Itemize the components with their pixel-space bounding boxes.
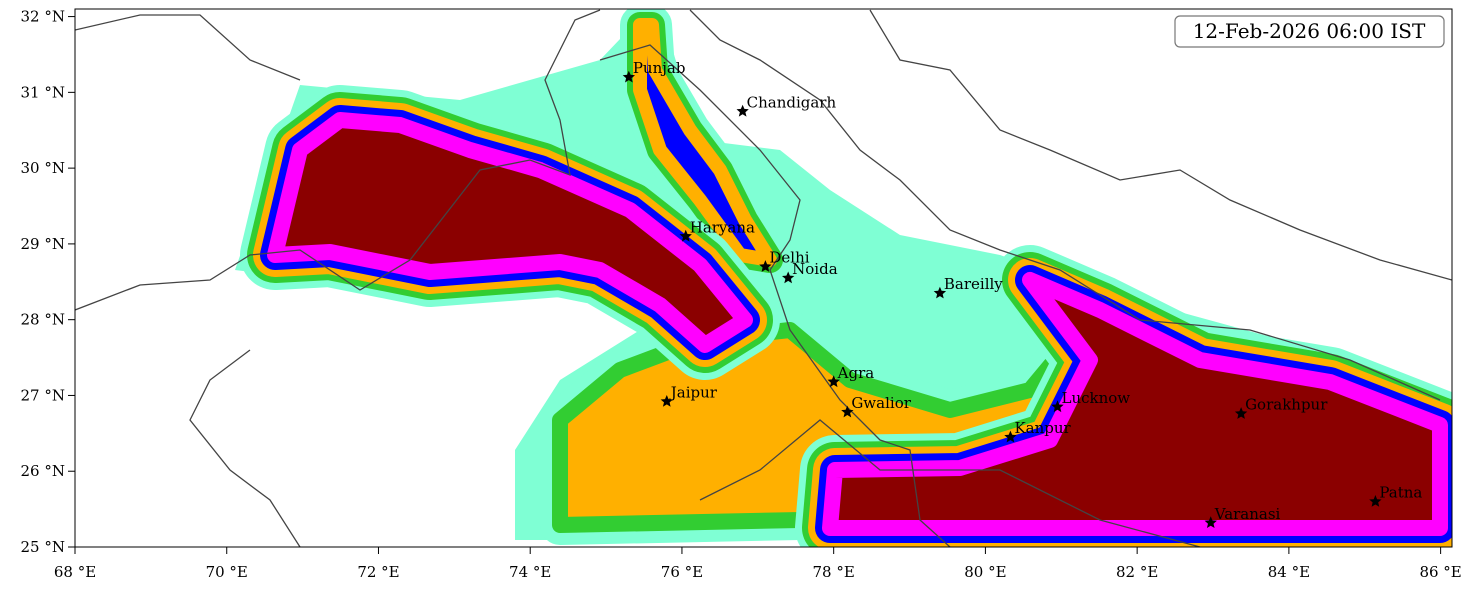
city-marker <box>679 229 692 242</box>
y-tick-label: 25 °N <box>21 538 65 556</box>
x-tick-label: 78 °E <box>813 563 855 581</box>
city-label: Bareilly <box>944 275 1003 293</box>
city-marker <box>759 260 772 272</box>
city-marker <box>841 405 854 418</box>
x-tick-label: 86 °E <box>1419 563 1461 581</box>
city-marker <box>933 286 947 299</box>
y-tick-label: 29 °N <box>21 235 65 253</box>
city-label: Lucknow <box>1061 389 1130 407</box>
city-label: Gorakhpur <box>1245 396 1328 414</box>
y-tick-label: 28 °N <box>21 311 65 329</box>
city-marker <box>1004 430 1017 443</box>
city-label: Gwalior <box>851 394 911 412</box>
y-tick-label: 27 °N <box>21 386 65 404</box>
map-title: 12-Feb-2026 06:00 IST <box>1193 19 1426 43</box>
title-box <box>1174 15 1445 48</box>
city-label: Haryana <box>690 218 755 236</box>
x-tick-label: 84 °E <box>1268 563 1310 581</box>
x-tick-label: 76 °E <box>661 563 703 581</box>
city-marker <box>1369 495 1382 507</box>
city-label: Agra <box>837 364 875 382</box>
y-tick-label: 32 °N <box>21 8 65 26</box>
plot-frame <box>74 8 1453 548</box>
x-tick-label: 68 °E <box>54 563 96 581</box>
city-label: Chandigarh <box>747 93 837 111</box>
city-marker <box>660 395 673 407</box>
x-tick-label: 80 °E <box>964 563 1006 581</box>
x-tick-label: 70 °E <box>206 563 248 581</box>
y-tick-label: 31 °N <box>21 83 65 101</box>
city-label: Kanpur <box>1014 419 1071 437</box>
x-tick-label: 72 °E <box>357 563 399 581</box>
city-label: Varanasi <box>1214 505 1281 523</box>
city-label: Delhi <box>769 249 809 267</box>
city-label: Patna <box>1379 484 1422 502</box>
city-marker <box>622 70 635 83</box>
y-tick-label: 30 °N <box>21 159 65 177</box>
city-label: Noida <box>792 260 838 278</box>
x-tick-label: 74 °E <box>509 563 551 581</box>
city-marker <box>1051 400 1064 413</box>
city-marker <box>827 375 840 388</box>
city-label: Punjab <box>633 59 686 77</box>
city-marker <box>1204 516 1217 528</box>
city-marker <box>782 271 795 284</box>
boundaries <box>75 9 1452 547</box>
city-label: Jaipur <box>669 384 718 402</box>
fog-field <box>235 18 1445 540</box>
y-tick-label: 26 °N <box>21 462 65 480</box>
x-tick-label: 82 °E <box>1116 563 1158 581</box>
city-marker <box>1234 407 1248 419</box>
city-marker <box>736 104 749 117</box>
